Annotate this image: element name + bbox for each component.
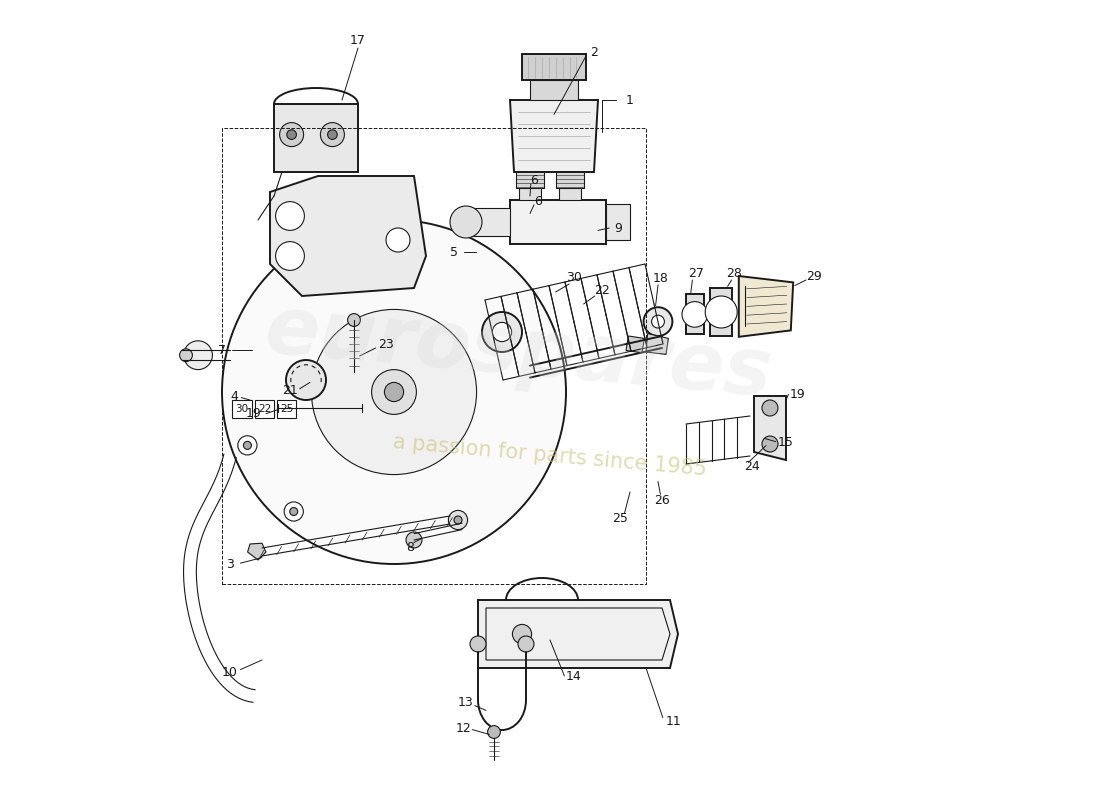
Circle shape [513,624,531,643]
Circle shape [286,360,326,400]
Polygon shape [248,543,266,560]
Circle shape [184,341,212,370]
Bar [556,168,584,188]
Circle shape [518,636,534,652]
Text: 6: 6 [530,174,538,186]
Text: 11: 11 [667,715,682,728]
Circle shape [762,400,778,416]
Text: 8: 8 [406,541,414,554]
Text: 22: 22 [257,404,271,414]
Bar [559,182,581,200]
Circle shape [384,382,404,402]
Text: 26: 26 [654,494,670,506]
Circle shape [493,322,512,342]
Text: 2: 2 [590,46,598,58]
Polygon shape [274,104,358,172]
Circle shape [762,436,778,452]
Text: 21: 21 [282,384,298,397]
Bar [255,400,274,418]
Circle shape [279,122,304,146]
Text: 19: 19 [246,407,262,420]
Circle shape [651,315,664,328]
Polygon shape [478,600,678,668]
Circle shape [243,442,252,450]
Circle shape [311,310,476,474]
Text: 5: 5 [450,246,458,258]
Text: 22: 22 [594,284,609,297]
Circle shape [284,502,304,521]
Text: 1: 1 [626,94,634,106]
Circle shape [644,307,672,336]
Bar [277,400,296,418]
Polygon shape [606,204,630,240]
Circle shape [276,202,305,230]
Circle shape [487,726,500,738]
Text: 17: 17 [350,34,366,46]
Circle shape [482,312,522,352]
Text: 29: 29 [806,270,822,282]
Circle shape [386,228,410,252]
Text: 24: 24 [745,460,760,473]
Polygon shape [686,294,704,334]
Polygon shape [710,288,733,336]
Circle shape [449,510,468,530]
Polygon shape [646,334,669,354]
Circle shape [705,296,737,328]
Polygon shape [270,176,426,296]
Circle shape [276,242,305,270]
Text: eurospares: eurospares [261,291,774,413]
Text: 7: 7 [218,344,226,357]
Text: a passion for parts since 1985: a passion for parts since 1985 [393,432,707,480]
Text: 12: 12 [455,722,472,734]
Text: 25: 25 [280,404,294,414]
Text: 28: 28 [726,267,741,280]
Text: 25: 25 [613,512,628,525]
Bar [522,54,586,80]
Bar [519,182,541,200]
Circle shape [289,507,298,515]
Polygon shape [754,396,786,460]
Circle shape [222,220,566,564]
Bar [530,80,578,100]
Polygon shape [739,276,793,337]
Text: 15: 15 [778,436,794,449]
Text: 30: 30 [235,404,249,414]
Text: 30: 30 [566,271,582,284]
Circle shape [682,302,707,327]
Circle shape [348,314,361,326]
Text: 14: 14 [566,670,582,682]
Polygon shape [466,208,510,236]
Circle shape [470,636,486,652]
Bar [516,168,544,188]
Text: 10: 10 [222,666,238,678]
Polygon shape [626,336,645,353]
Circle shape [450,206,482,238]
Text: 19: 19 [790,388,806,401]
Polygon shape [510,200,606,244]
Text: 23: 23 [378,338,394,350]
Bar [232,400,252,418]
Circle shape [238,436,257,455]
Circle shape [372,370,417,414]
Polygon shape [510,100,598,172]
Circle shape [328,130,338,139]
Text: 6: 6 [535,195,542,208]
Text: 4: 4 [230,390,238,402]
Circle shape [406,532,422,548]
Text: 18: 18 [652,272,669,285]
Circle shape [287,130,296,139]
Circle shape [454,516,462,524]
Text: 13: 13 [458,696,474,709]
Text: 3: 3 [227,558,234,570]
Circle shape [179,349,192,362]
Text: 9: 9 [614,222,622,234]
Circle shape [320,122,344,146]
Text: 27: 27 [688,267,704,280]
